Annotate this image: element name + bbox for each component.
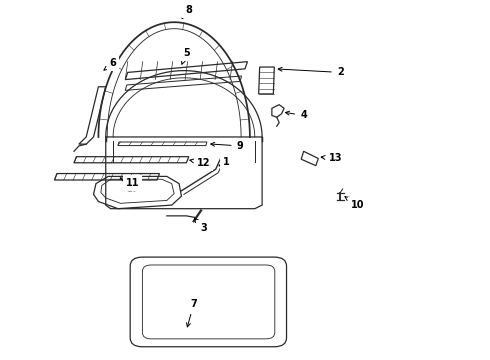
Text: 11: 11 xyxy=(120,178,139,188)
Text: 6: 6 xyxy=(104,58,117,70)
Text: 4: 4 xyxy=(286,111,307,121)
Text: 13: 13 xyxy=(321,153,342,163)
Text: 12: 12 xyxy=(190,158,210,168)
Text: 10: 10 xyxy=(345,197,364,210)
Text: 5: 5 xyxy=(181,48,190,64)
Text: 8: 8 xyxy=(182,5,192,18)
Text: GM: GM xyxy=(128,188,137,193)
Text: 2: 2 xyxy=(278,67,343,77)
Text: 9: 9 xyxy=(211,141,244,151)
Text: 1: 1 xyxy=(219,157,230,167)
Text: 3: 3 xyxy=(195,219,207,233)
Text: 7: 7 xyxy=(187,299,197,327)
